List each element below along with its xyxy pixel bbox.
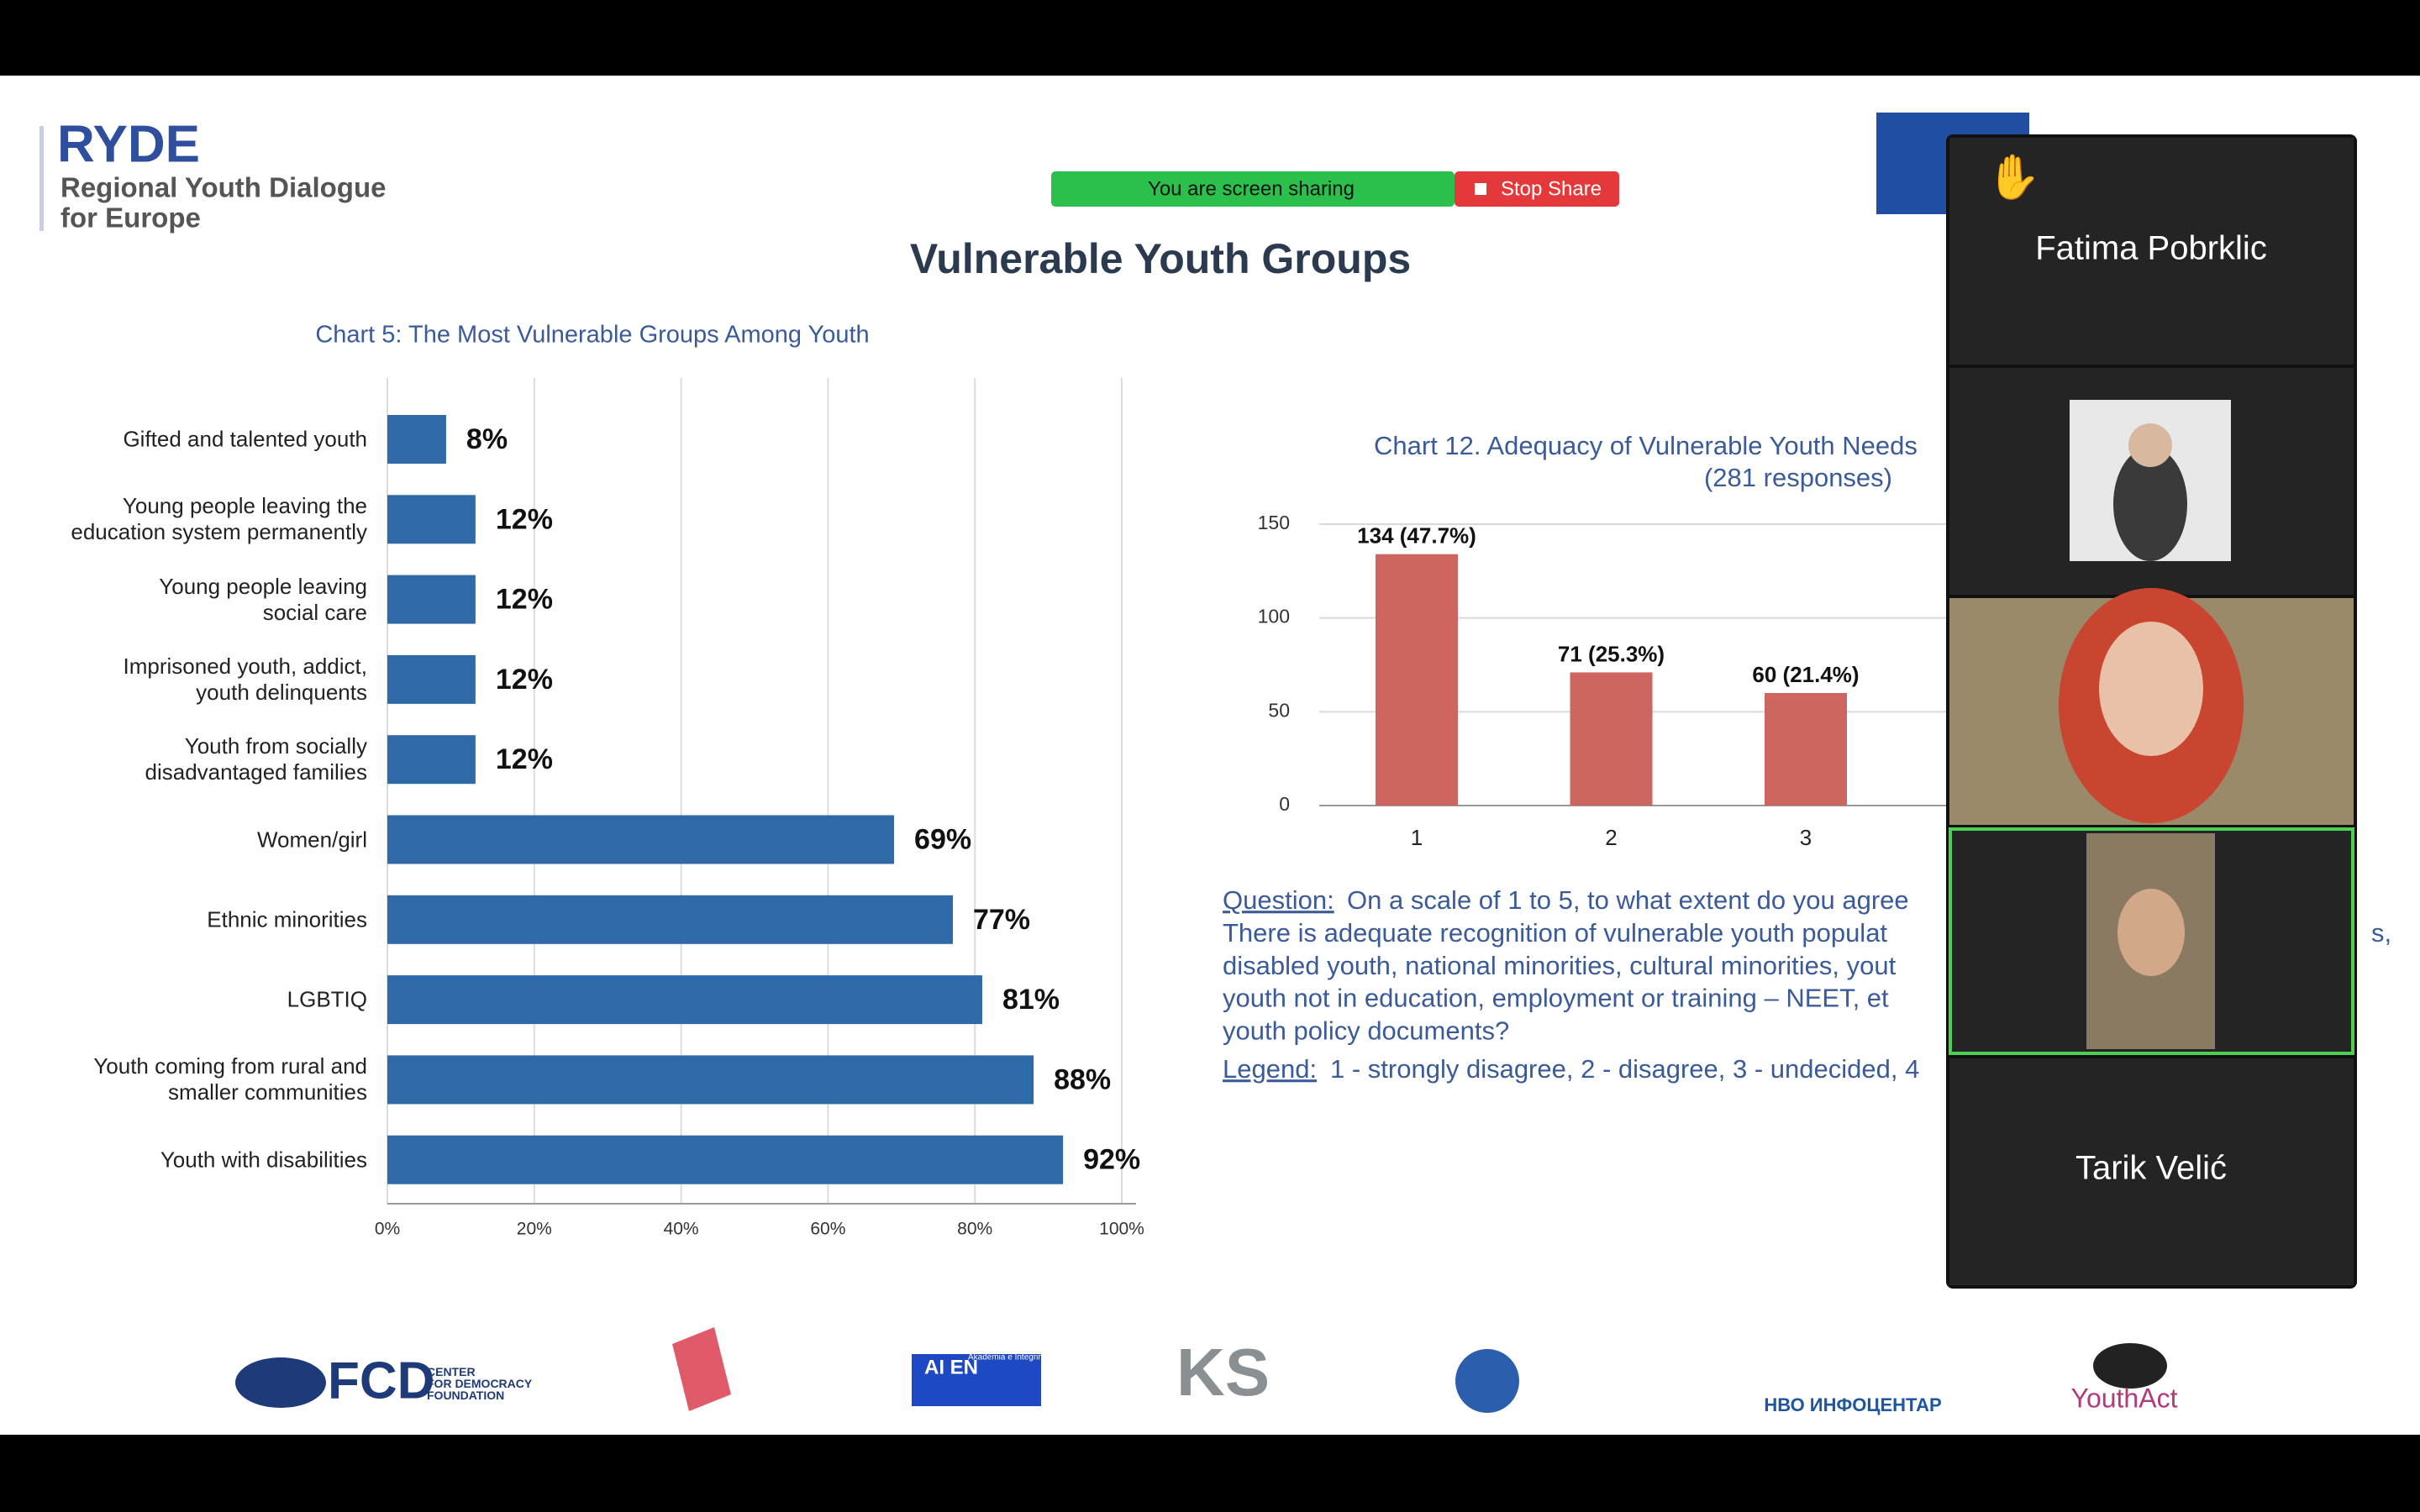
avatar-face: [2128, 423, 2172, 467]
category-label: Young people leaving social care: [159, 573, 367, 625]
value-label: 81%: [1002, 984, 1060, 1016]
brand-line: for Europe: [60, 202, 201, 234]
logo-caption: CENTER FOR DEMOCRACY FOUNDATION: [427, 1365, 533, 1402]
bar: [387, 575, 476, 624]
bar: [387, 1055, 1034, 1105]
logo-mark: [235, 1357, 326, 1408]
stop-share-text[interactable]: Stop Share: [1501, 177, 1602, 200]
category-label: Ethnic minorities: [207, 906, 367, 932]
bar: [387, 495, 476, 544]
bar: [387, 415, 446, 464]
legend-label: Legend:: [1223, 1054, 1317, 1084]
category-label: Youth coming from rural and smaller comm…: [93, 1053, 367, 1105]
chart-title: Chart 5: The Most Vulnerable Groups Amon…: [315, 322, 869, 349]
x-tick-label: 20%: [517, 1220, 552, 1239]
logo-text: НВО ИНФОЦЕНТАР: [1764, 1394, 1941, 1415]
chart-title: Chart 12. Adequacy of Vulnerable Youth N…: [1374, 431, 1918, 460]
x-tick-label: 3: [1800, 825, 1812, 850]
video-tile: [1949, 138, 2354, 365]
bar: [387, 895, 953, 944]
bar: [1376, 554, 1458, 806]
video-tile: [1949, 1058, 2354, 1285]
logo-text: AI EN: [924, 1356, 978, 1378]
bottom-bar: [0, 1435, 2420, 1512]
stop-icon: [1475, 183, 1486, 195]
y-tick-label: 0: [1279, 793, 1290, 815]
value-label: 92%: [1083, 1144, 1140, 1176]
value-label: 77%: [973, 904, 1030, 936]
raised-hand: ✋: [1986, 152, 2041, 202]
y-tick-label: 100: [1258, 606, 1290, 627]
logo-mark: [672, 1327, 731, 1411]
question-overflow: s,: [2371, 918, 2391, 948]
x-tick-label: 100%: [1099, 1220, 1144, 1239]
logo-text: FCD: [328, 1352, 434, 1410]
brand-name: RYDE: [57, 115, 200, 173]
logo-mark: [912, 1354, 1041, 1406]
share-status-text: You are screen sharing: [1148, 177, 1355, 200]
category-label: Gifted and talented youth: [123, 426, 367, 452]
logo-text: YouthAct: [2071, 1383, 2178, 1413]
avatar-figure: [2113, 447, 2187, 561]
value-label: 12%: [496, 503, 553, 535]
bar: [387, 654, 476, 704]
chart-subtitle: (281 responses): [1704, 463, 1892, 492]
bar: [387, 735, 476, 785]
bar: [1765, 693, 1847, 806]
value-label: 71 (25.3%): [1558, 641, 1665, 666]
slide-title: Vulnerable Youth Groups: [910, 235, 1411, 282]
value-label: 12%: [496, 743, 553, 775]
x-tick-label: 1: [1411, 825, 1423, 850]
value-label: 69%: [914, 823, 971, 855]
category-label: Youth from socially disadvantaged famili…: [145, 733, 368, 785]
category-label: Women/girl: [256, 827, 367, 852]
question-line: disabled youth, national minorities, cul…: [1223, 951, 1897, 980]
brand-line: Regional Youth Dialogue: [60, 172, 386, 203]
share-status: [1051, 171, 1455, 207]
question-line: On a scale of 1 to 5, to what extent do …: [1347, 885, 1909, 915]
bar: [1570, 672, 1653, 806]
question-line: youth policy documents?: [1223, 1016, 1509, 1045]
question-line: There is adequate recognition of vulnera…: [1223, 918, 1887, 948]
category-label: Young people leaving the education syste…: [71, 493, 367, 545]
video-face: [2099, 622, 2203, 756]
bar: [387, 975, 982, 1025]
stop-share-button[interactable]: [1455, 171, 1619, 207]
question-line: youth not in education, employment or tr…: [1223, 984, 1889, 1013]
video-face: [2118, 889, 2185, 976]
top-bar: [0, 0, 2420, 76]
participant-name: Fatima Pobrklic: [2035, 230, 2267, 267]
bar: [387, 1135, 1064, 1184]
x-tick-label: 80%: [957, 1220, 992, 1239]
value-label: 60 (21.4%): [1752, 662, 1859, 687]
question-label: Question:: [1223, 885, 1334, 915]
x-tick-label: 40%: [664, 1220, 699, 1239]
x-tick-label: 0%: [375, 1220, 400, 1239]
x-tick-label: 60%: [810, 1220, 845, 1239]
value-label: 12%: [496, 664, 553, 696]
logo-text: KS: [1176, 1335, 1270, 1410]
x-tick-label: 2: [1605, 825, 1617, 850]
logo-mark: [2093, 1343, 2167, 1389]
participant-name: Tarik Velić: [2075, 1150, 2227, 1187]
value-label: 88%: [1054, 1063, 1111, 1095]
y-tick-label: 150: [1258, 512, 1290, 533]
category-label: Imprisoned youth, addict, youth delinque…: [123, 653, 368, 705]
value-label: 8%: [466, 423, 508, 455]
category-label: LGBTIQ: [287, 986, 367, 1012]
logo-mark: [1455, 1349, 1519, 1413]
value-label: 134 (47.7%): [1357, 523, 1476, 549]
bar: [387, 815, 895, 864]
logo-text: Akademia e Integrimit Europian dhe Negoc…: [968, 1353, 1151, 1362]
y-tick-label: 50: [1268, 699, 1290, 721]
legend-text: 1 - strongly disagree, 2 - disagree, 3 -…: [1330, 1054, 1919, 1084]
category-label: Youth with disabilities: [160, 1147, 367, 1173]
value-label: 12%: [496, 584, 553, 616]
brand-bar: [39, 126, 44, 231]
